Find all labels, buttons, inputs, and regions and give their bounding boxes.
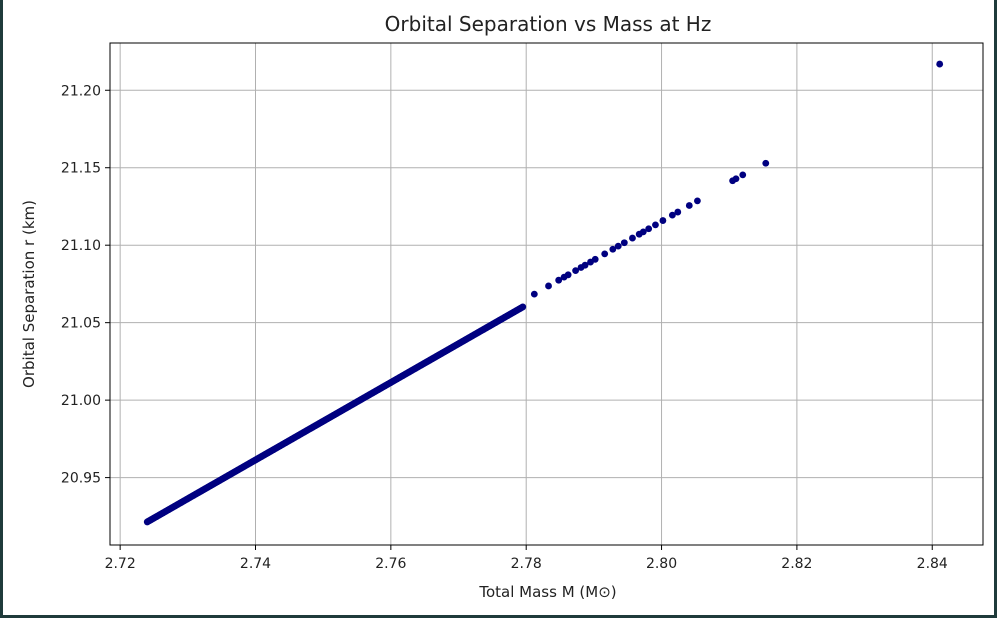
data-point [936, 60, 944, 68]
y-tick-label: 21.20 [61, 83, 101, 99]
x-tick-label: 2.76 [375, 556, 406, 572]
y-tick-label: 21.10 [61, 238, 101, 254]
data-point [685, 202, 693, 209]
y-tick-label: 20.95 [61, 471, 101, 487]
data-point [591, 255, 599, 263]
scatter-chart: Orbital Separation vs Mass at Hz 2.72 2.7… [20, 12, 984, 601]
data-point [674, 208, 682, 216]
data-point [530, 290, 538, 298]
x-tick-label: 2.82 [781, 556, 812, 572]
data-point [545, 282, 552, 290]
x-tick-label: 2.78 [511, 556, 542, 572]
data-point [614, 242, 622, 250]
data-point [645, 225, 653, 233]
grid-lines [110, 43, 983, 545]
data-point [601, 250, 609, 258]
y-tick-label: 21.15 [61, 161, 101, 177]
data-point [739, 171, 747, 179]
y-tick-label: 21.05 [61, 316, 101, 332]
data-point [762, 159, 770, 167]
data-point [609, 245, 617, 253]
x-tick-label: 2.74 [240, 556, 271, 572]
data-point [555, 276, 563, 284]
x-axis-ticks: 2.72 2.74 2.76 2.78 2.80 2.82 2.84 [105, 545, 948, 572]
data-point [581, 261, 589, 269]
data-point [652, 221, 659, 229]
y-tick-label: 21.00 [61, 393, 101, 409]
data-point [659, 217, 667, 224]
data-point [564, 271, 572, 279]
y-axis-ticks: 20.95 21.00 21.05 21.10 21.15 21.20 [61, 83, 110, 487]
plot-area-border [109, 42, 984, 546]
y-axis-label: Orbital Separation r (km) [20, 200, 38, 388]
data-point [694, 197, 701, 205]
x-tick-label: 2.72 [105, 556, 136, 572]
x-tick-label: 2.84 [917, 556, 948, 572]
data-point [639, 228, 647, 236]
data-point [668, 211, 676, 219]
data-point [620, 239, 628, 247]
x-axis-label: Total Mass M (M⊙) [478, 583, 616, 601]
chart-title: Orbital Separation vs Mass at Hz [385, 12, 712, 36]
data-points [143, 60, 944, 526]
data-point [572, 267, 579, 275]
x-tick-label: 2.80 [646, 556, 677, 572]
data-point [519, 303, 527, 311]
data-point [732, 175, 740, 183]
data-point [629, 234, 636, 242]
